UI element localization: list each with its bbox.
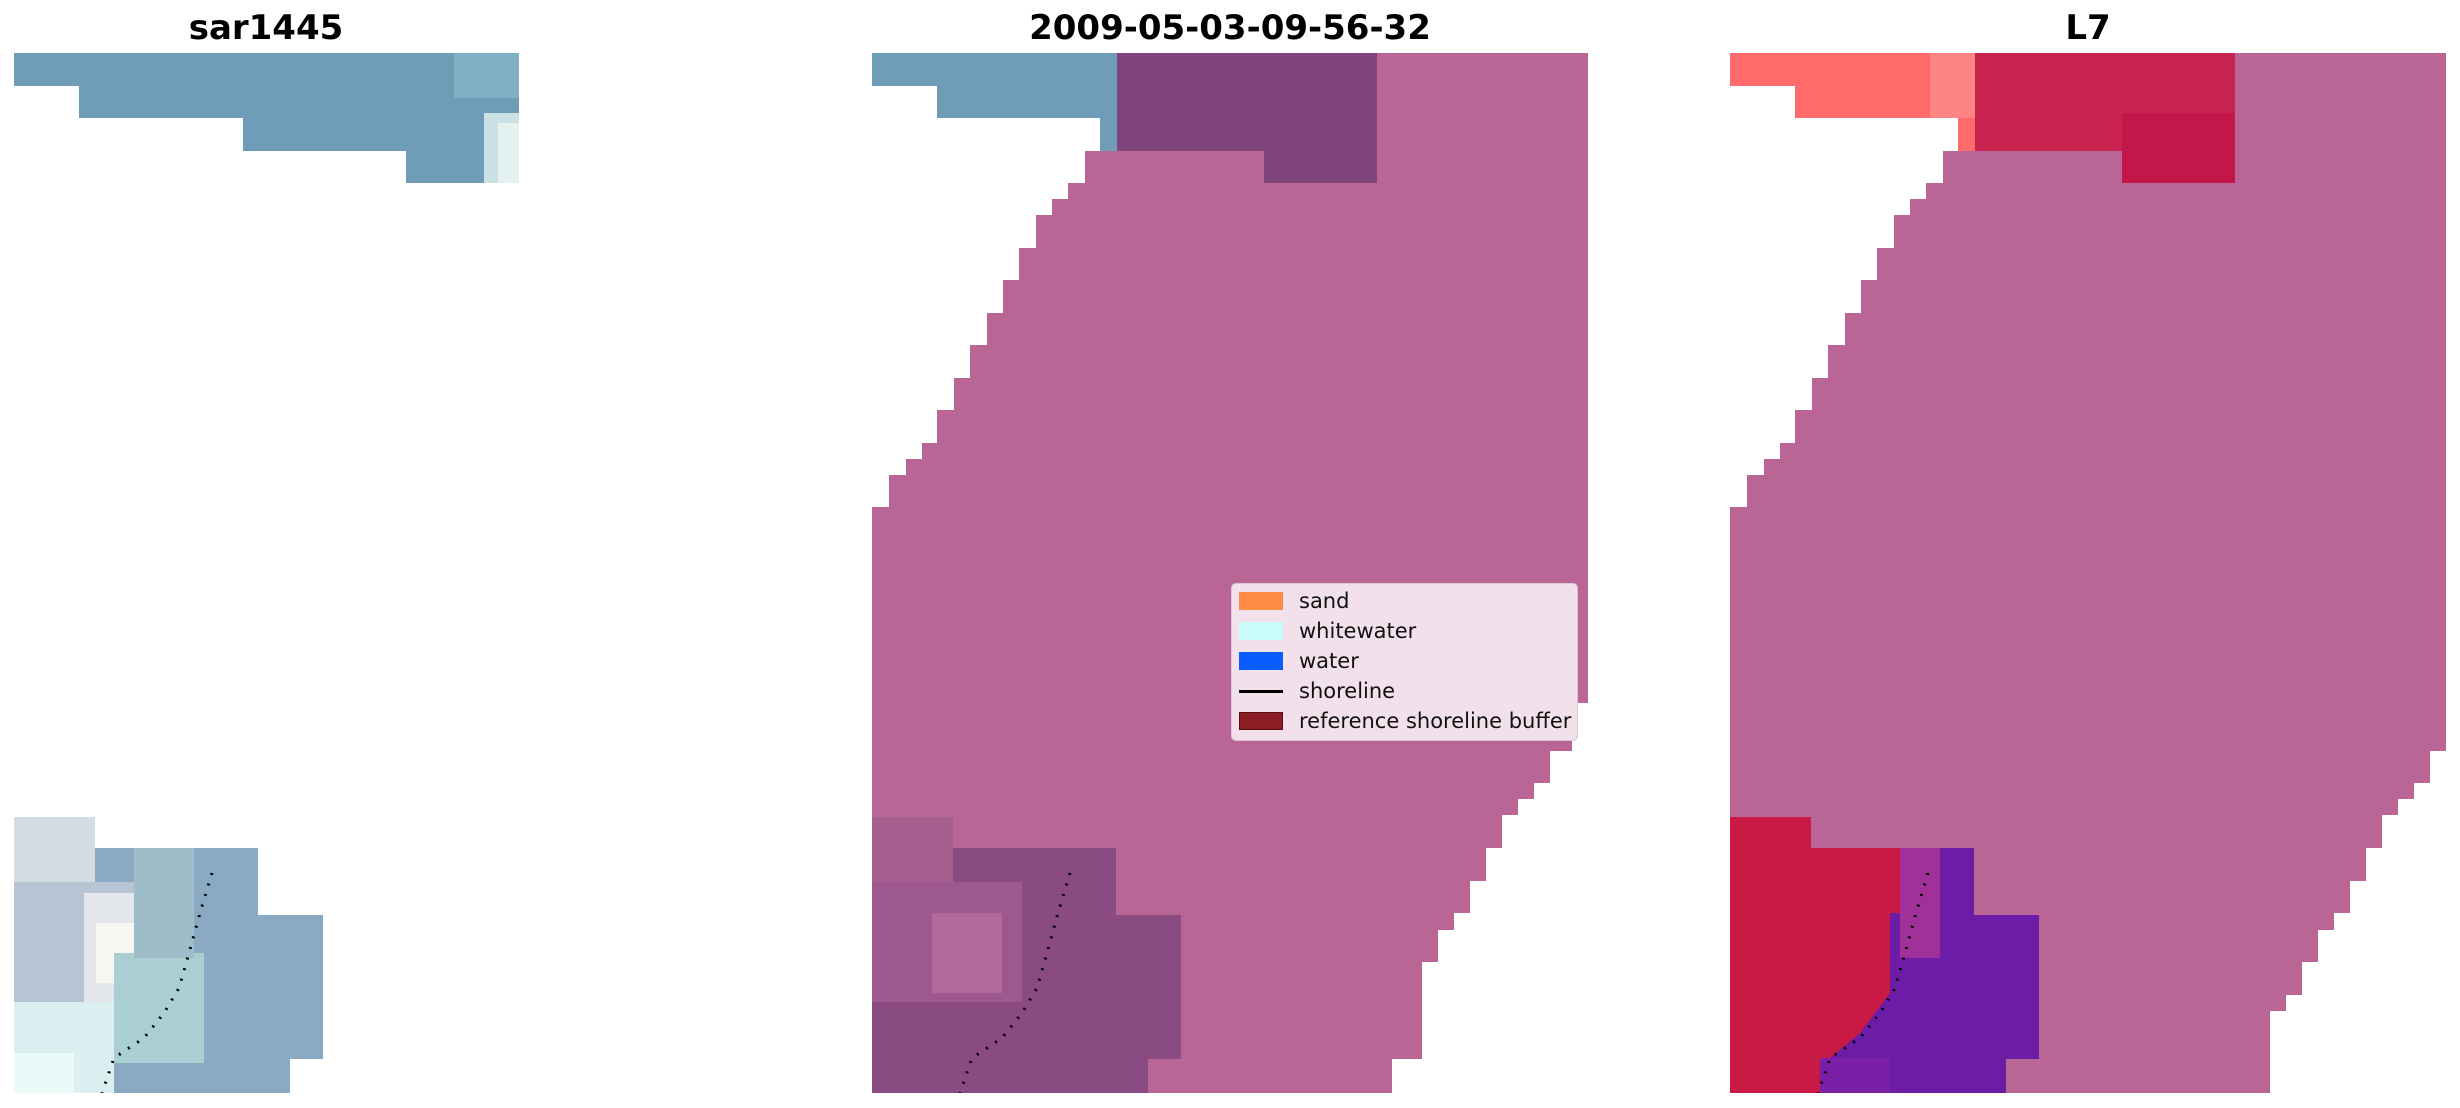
ocean-pixels-top: [872, 53, 1148, 151]
whitewater-swatch: [1239, 622, 1283, 640]
legend-label: water: [1299, 649, 1359, 673]
legend: sand whitewater water shoreline referenc…: [1231, 583, 1578, 741]
index-image: [1730, 53, 2446, 1093]
shoreline-points: [100, 872, 214, 1093]
legend-item-reference-buffer: reference shoreline buffer: [1232, 706, 1571, 736]
legend-item-sand: sand: [1232, 586, 1349, 616]
whitewater-pixels-bright: [14, 1053, 74, 1093]
panel-title-rgb: sar1445: [188, 8, 344, 48]
land-pixels-a: [14, 817, 95, 882]
index-red-top-deep: [2122, 113, 2235, 183]
legend-label: sand: [1299, 589, 1350, 613]
index-image-panel: [1730, 53, 2446, 1093]
legend-item-whitewater: whitewater: [1232, 616, 1416, 646]
shoreline-points: [958, 872, 1072, 1093]
water-swatch: [1239, 652, 1283, 670]
panel-title-index: L7: [2065, 8, 2111, 48]
land-white-area: [872, 53, 1100, 507]
buffer-overlay-light: [872, 817, 953, 882]
classified-image-panel: [872, 53, 1588, 1093]
rgb-image: [14, 53, 519, 1093]
legend-label: whitewater: [1299, 619, 1417, 643]
index-red-bottom: [1730, 817, 1900, 1093]
whitewater-pixels-mid: [114, 953, 204, 1063]
buffer-overlay-top: [1117, 53, 1377, 183]
shoreline-line-swatch: [1239, 689, 1283, 693]
whitewater-pixels-top-bright: [498, 123, 519, 183]
panel-title-classified: 2009-05-03-09-56-32: [1029, 8, 1431, 48]
reference-buffer-swatch: [1239, 712, 1283, 730]
mask-region: [872, 53, 1588, 1093]
legend-label: shoreline: [1299, 679, 1396, 703]
buffer-overlay-bright: [932, 913, 1002, 993]
sand-swatch: [1239, 592, 1283, 610]
ocean-pixels-light: [454, 53, 519, 98]
land-white-area: [1730, 53, 1958, 507]
rgb-image-panel: [14, 53, 730, 1093]
ocean-pixels-top: [14, 53, 519, 183]
legend-item-water: water: [1232, 646, 1359, 676]
shore-pixels: [134, 848, 194, 958]
index-violet-edge: [1820, 1058, 1890, 1093]
classified-image: [872, 53, 1588, 1093]
legend-item-shoreline: shoreline: [1232, 676, 1395, 706]
mask-region: [1730, 53, 2446, 1093]
legend-label: reference shoreline buffer: [1299, 709, 1572, 733]
shoreline-points: [1816, 872, 1930, 1093]
index-transition: [1900, 848, 1940, 958]
